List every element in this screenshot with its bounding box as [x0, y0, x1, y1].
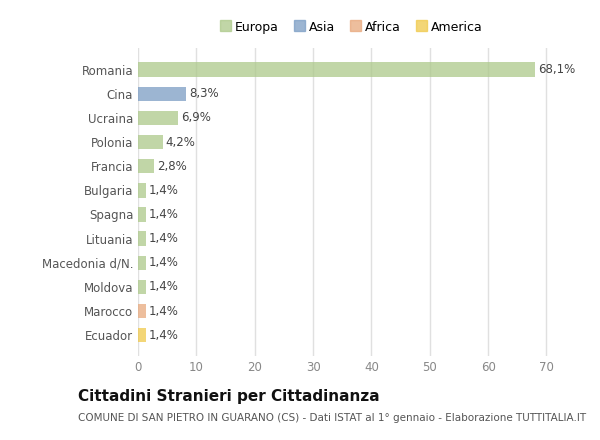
Text: 1,4%: 1,4%: [149, 208, 179, 221]
Text: 4,2%: 4,2%: [166, 136, 196, 149]
Bar: [138, 135, 163, 149]
Text: 1,4%: 1,4%: [149, 184, 179, 197]
Text: 2,8%: 2,8%: [157, 160, 187, 172]
Bar: [138, 280, 146, 294]
Bar: [138, 159, 154, 173]
Bar: [138, 87, 187, 101]
Text: 1,4%: 1,4%: [149, 304, 179, 318]
Text: 68,1%: 68,1%: [538, 63, 575, 76]
Text: Cittadini Stranieri per Cittadinanza: Cittadini Stranieri per Cittadinanza: [78, 389, 380, 404]
Text: 1,4%: 1,4%: [149, 329, 179, 341]
Text: COMUNE DI SAN PIETRO IN GUARANO (CS) - Dati ISTAT al 1° gennaio - Elaborazione T: COMUNE DI SAN PIETRO IN GUARANO (CS) - D…: [78, 413, 586, 423]
Bar: [138, 183, 146, 198]
Bar: [138, 111, 178, 125]
Bar: [138, 256, 146, 270]
Bar: [138, 207, 146, 222]
Bar: [138, 304, 146, 318]
Text: 1,4%: 1,4%: [149, 256, 179, 269]
Text: 1,4%: 1,4%: [149, 232, 179, 245]
Legend: Europa, Asia, Africa, America: Europa, Asia, Africa, America: [220, 21, 482, 34]
Text: 1,4%: 1,4%: [149, 280, 179, 293]
Text: 6,9%: 6,9%: [181, 111, 211, 125]
Bar: [138, 62, 535, 77]
Bar: [138, 328, 146, 342]
Text: 8,3%: 8,3%: [190, 87, 219, 100]
Bar: [138, 231, 146, 246]
